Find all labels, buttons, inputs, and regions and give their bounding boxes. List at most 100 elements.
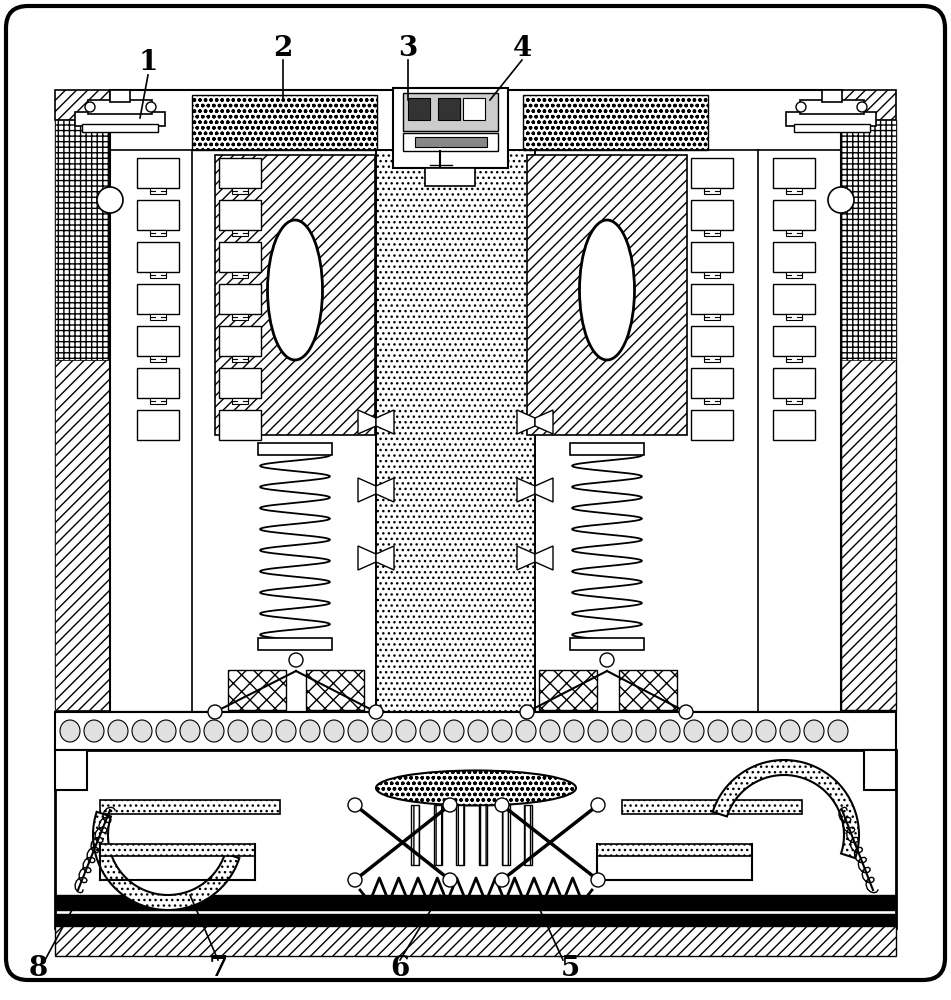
Bar bbox=[219, 368, 261, 398]
Ellipse shape bbox=[516, 720, 536, 742]
Bar bbox=[438, 98, 460, 120]
Bar bbox=[88, 100, 152, 114]
Ellipse shape bbox=[756, 720, 776, 742]
Ellipse shape bbox=[252, 720, 272, 742]
Text: 6: 6 bbox=[390, 954, 410, 982]
Bar bbox=[773, 158, 815, 188]
Bar bbox=[55, 895, 896, 910]
Ellipse shape bbox=[732, 720, 752, 742]
Ellipse shape bbox=[636, 720, 656, 742]
Bar bbox=[408, 98, 430, 120]
Bar bbox=[150, 272, 166, 278]
Bar bbox=[137, 326, 179, 356]
Text: 1: 1 bbox=[138, 48, 158, 76]
Bar bbox=[800, 100, 864, 114]
Ellipse shape bbox=[156, 720, 176, 742]
Bar bbox=[539, 670, 597, 710]
Bar bbox=[150, 314, 166, 320]
Bar bbox=[786, 188, 802, 194]
Circle shape bbox=[495, 798, 509, 812]
Bar bbox=[306, 670, 364, 710]
Bar bbox=[55, 360, 110, 710]
Bar bbox=[232, 272, 248, 278]
Bar bbox=[232, 188, 248, 194]
Ellipse shape bbox=[376, 770, 576, 806]
Ellipse shape bbox=[60, 720, 80, 742]
Bar bbox=[864, 750, 896, 790]
Ellipse shape bbox=[540, 720, 560, 742]
Bar bbox=[691, 284, 733, 314]
Polygon shape bbox=[517, 546, 535, 570]
Bar bbox=[100, 800, 280, 814]
Bar bbox=[137, 284, 179, 314]
Bar bbox=[786, 398, 802, 404]
Bar bbox=[570, 443, 644, 455]
Ellipse shape bbox=[204, 720, 224, 742]
Bar bbox=[502, 805, 510, 865]
Text: 5: 5 bbox=[560, 954, 579, 982]
Bar bbox=[55, 120, 110, 710]
Bar bbox=[527, 155, 687, 435]
Bar bbox=[403, 93, 498, 131]
Bar bbox=[524, 805, 532, 865]
Bar bbox=[704, 230, 720, 236]
Bar bbox=[786, 356, 802, 362]
Circle shape bbox=[495, 873, 509, 887]
Circle shape bbox=[289, 653, 303, 667]
Bar bbox=[691, 158, 733, 188]
Bar bbox=[691, 200, 733, 230]
Circle shape bbox=[600, 653, 614, 667]
Bar bbox=[258, 638, 332, 650]
Ellipse shape bbox=[444, 720, 464, 742]
Circle shape bbox=[369, 705, 383, 719]
Bar bbox=[619, 670, 677, 710]
Circle shape bbox=[443, 873, 457, 887]
Bar bbox=[403, 133, 498, 151]
Ellipse shape bbox=[492, 720, 512, 742]
Bar bbox=[794, 124, 870, 132]
Ellipse shape bbox=[180, 720, 200, 742]
Bar bbox=[137, 242, 179, 272]
Bar bbox=[82, 124, 158, 132]
Bar bbox=[841, 120, 896, 710]
Bar bbox=[691, 326, 733, 356]
Text: 3: 3 bbox=[398, 34, 417, 62]
Ellipse shape bbox=[780, 720, 800, 742]
Ellipse shape bbox=[324, 720, 344, 742]
Text: 8: 8 bbox=[29, 954, 48, 982]
Bar bbox=[55, 914, 896, 926]
Bar bbox=[150, 188, 166, 194]
Bar bbox=[219, 326, 261, 356]
Bar bbox=[232, 314, 248, 320]
Ellipse shape bbox=[132, 720, 152, 742]
Circle shape bbox=[520, 705, 534, 719]
Ellipse shape bbox=[708, 720, 728, 742]
Bar bbox=[150, 230, 166, 236]
Bar bbox=[393, 88, 508, 168]
Ellipse shape bbox=[828, 720, 848, 742]
Bar bbox=[691, 410, 733, 440]
Bar bbox=[55, 712, 896, 750]
Ellipse shape bbox=[579, 220, 634, 360]
Ellipse shape bbox=[228, 720, 248, 742]
Ellipse shape bbox=[396, 720, 416, 742]
Bar bbox=[479, 805, 487, 865]
Bar bbox=[55, 750, 87, 790]
Bar bbox=[228, 670, 286, 710]
Polygon shape bbox=[535, 546, 553, 570]
Polygon shape bbox=[358, 546, 376, 570]
Circle shape bbox=[679, 705, 693, 719]
Circle shape bbox=[97, 187, 123, 213]
Circle shape bbox=[828, 187, 854, 213]
Bar bbox=[691, 242, 733, 272]
Bar bbox=[215, 155, 375, 435]
Bar bbox=[822, 90, 842, 102]
Polygon shape bbox=[535, 478, 553, 502]
Bar bbox=[232, 230, 248, 236]
Circle shape bbox=[348, 873, 362, 887]
Ellipse shape bbox=[300, 720, 320, 742]
Bar bbox=[786, 314, 802, 320]
Circle shape bbox=[348, 798, 362, 812]
Bar bbox=[232, 398, 248, 404]
Bar bbox=[704, 398, 720, 404]
